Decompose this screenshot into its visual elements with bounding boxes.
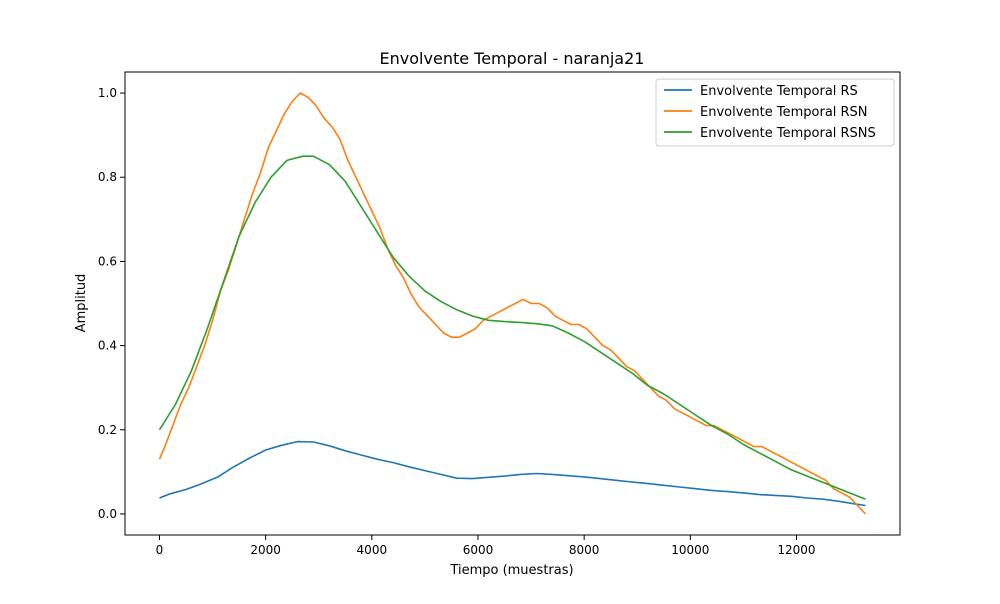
legend: Envolvente Temporal RS Envolvente Tempora… xyxy=(655,78,895,147)
x-tick-label: 12000 xyxy=(777,543,815,557)
x-axis: 0 2000 4000 6000 8000 10000 12000 xyxy=(156,535,816,557)
x-tick-label: 6000 xyxy=(463,543,494,557)
y-axis-label: Amplitud xyxy=(74,274,89,333)
legend-label-2: Envolvente Temporal RSN xyxy=(700,105,868,120)
x-tick-label: 8000 xyxy=(569,543,600,557)
x-tick-label: 4000 xyxy=(357,543,388,557)
x-tick-label: 10000 xyxy=(671,543,709,557)
y-axis: 0.0 0.2 0.4 0.6 0.8 1.0 xyxy=(98,86,125,521)
y-tick-label: 0.6 xyxy=(98,254,117,268)
y-tick-label: 1.0 xyxy=(98,86,117,100)
series-line-3 xyxy=(158,155,866,500)
y-tick-label: 0.2 xyxy=(98,423,117,437)
x-axis-label: Tiempo (muestras) xyxy=(449,563,573,578)
legend-label-1: Envolvente Temporal RS xyxy=(700,84,858,99)
x-tick-label: 0 xyxy=(156,543,164,557)
legend-box xyxy=(655,78,895,147)
series-line-2 xyxy=(158,92,867,515)
plot-frame xyxy=(124,71,901,536)
y-tick-label: 0.8 xyxy=(98,170,117,184)
series-line-1 xyxy=(159,440,866,507)
y-tick-label: 0.0 xyxy=(98,507,117,521)
x-tick-label: 2000 xyxy=(250,543,281,557)
legend-label-3: Envolvente Temporal RSNS xyxy=(700,126,876,141)
plot-lines xyxy=(158,92,867,515)
chart-title: Envolvente Temporal - naranja21 xyxy=(380,49,645,68)
y-tick-label: 0.4 xyxy=(98,339,117,353)
